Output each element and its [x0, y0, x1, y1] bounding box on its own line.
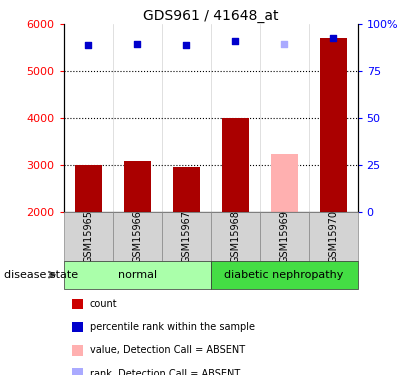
Bar	[320, 39, 346, 212]
Text: rank, Detection Call = ABSENT: rank, Detection Call = ABSENT	[90, 369, 240, 375]
Bar	[222, 118, 249, 212]
Title: GDS961 / 41648_at: GDS961 / 41648_at	[143, 9, 278, 23]
Text: GSM15969: GSM15969	[279, 210, 289, 262]
Text: GSM15966: GSM15966	[132, 210, 142, 262]
Point	[134, 40, 141, 46]
Bar	[124, 162, 151, 212]
Text: GSM15967: GSM15967	[181, 210, 191, 263]
Point	[232, 38, 238, 44]
Bar	[211, 261, 358, 289]
Bar	[211, 212, 260, 261]
Bar	[64, 212, 113, 261]
Point	[183, 42, 189, 48]
Point	[330, 34, 336, 40]
Text: GSM15965: GSM15965	[83, 210, 93, 263]
Text: GSM15970: GSM15970	[328, 210, 338, 263]
Text: GSM15968: GSM15968	[230, 210, 240, 262]
Text: count: count	[90, 299, 117, 309]
Point	[85, 42, 92, 48]
Text: normal: normal	[118, 270, 157, 280]
Text: disease state: disease state	[4, 270, 78, 280]
Text: diabetic nephropathy: diabetic nephropathy	[224, 270, 344, 280]
Bar	[309, 212, 358, 261]
Point	[281, 40, 287, 46]
Bar	[64, 261, 210, 289]
Bar	[75, 165, 102, 212]
Bar	[113, 212, 162, 261]
Bar	[270, 154, 298, 212]
Bar	[162, 212, 211, 261]
Text: percentile rank within the sample: percentile rank within the sample	[90, 322, 254, 332]
Bar	[173, 167, 200, 212]
Bar	[260, 212, 309, 261]
Text: value, Detection Call = ABSENT: value, Detection Call = ABSENT	[90, 345, 245, 355]
